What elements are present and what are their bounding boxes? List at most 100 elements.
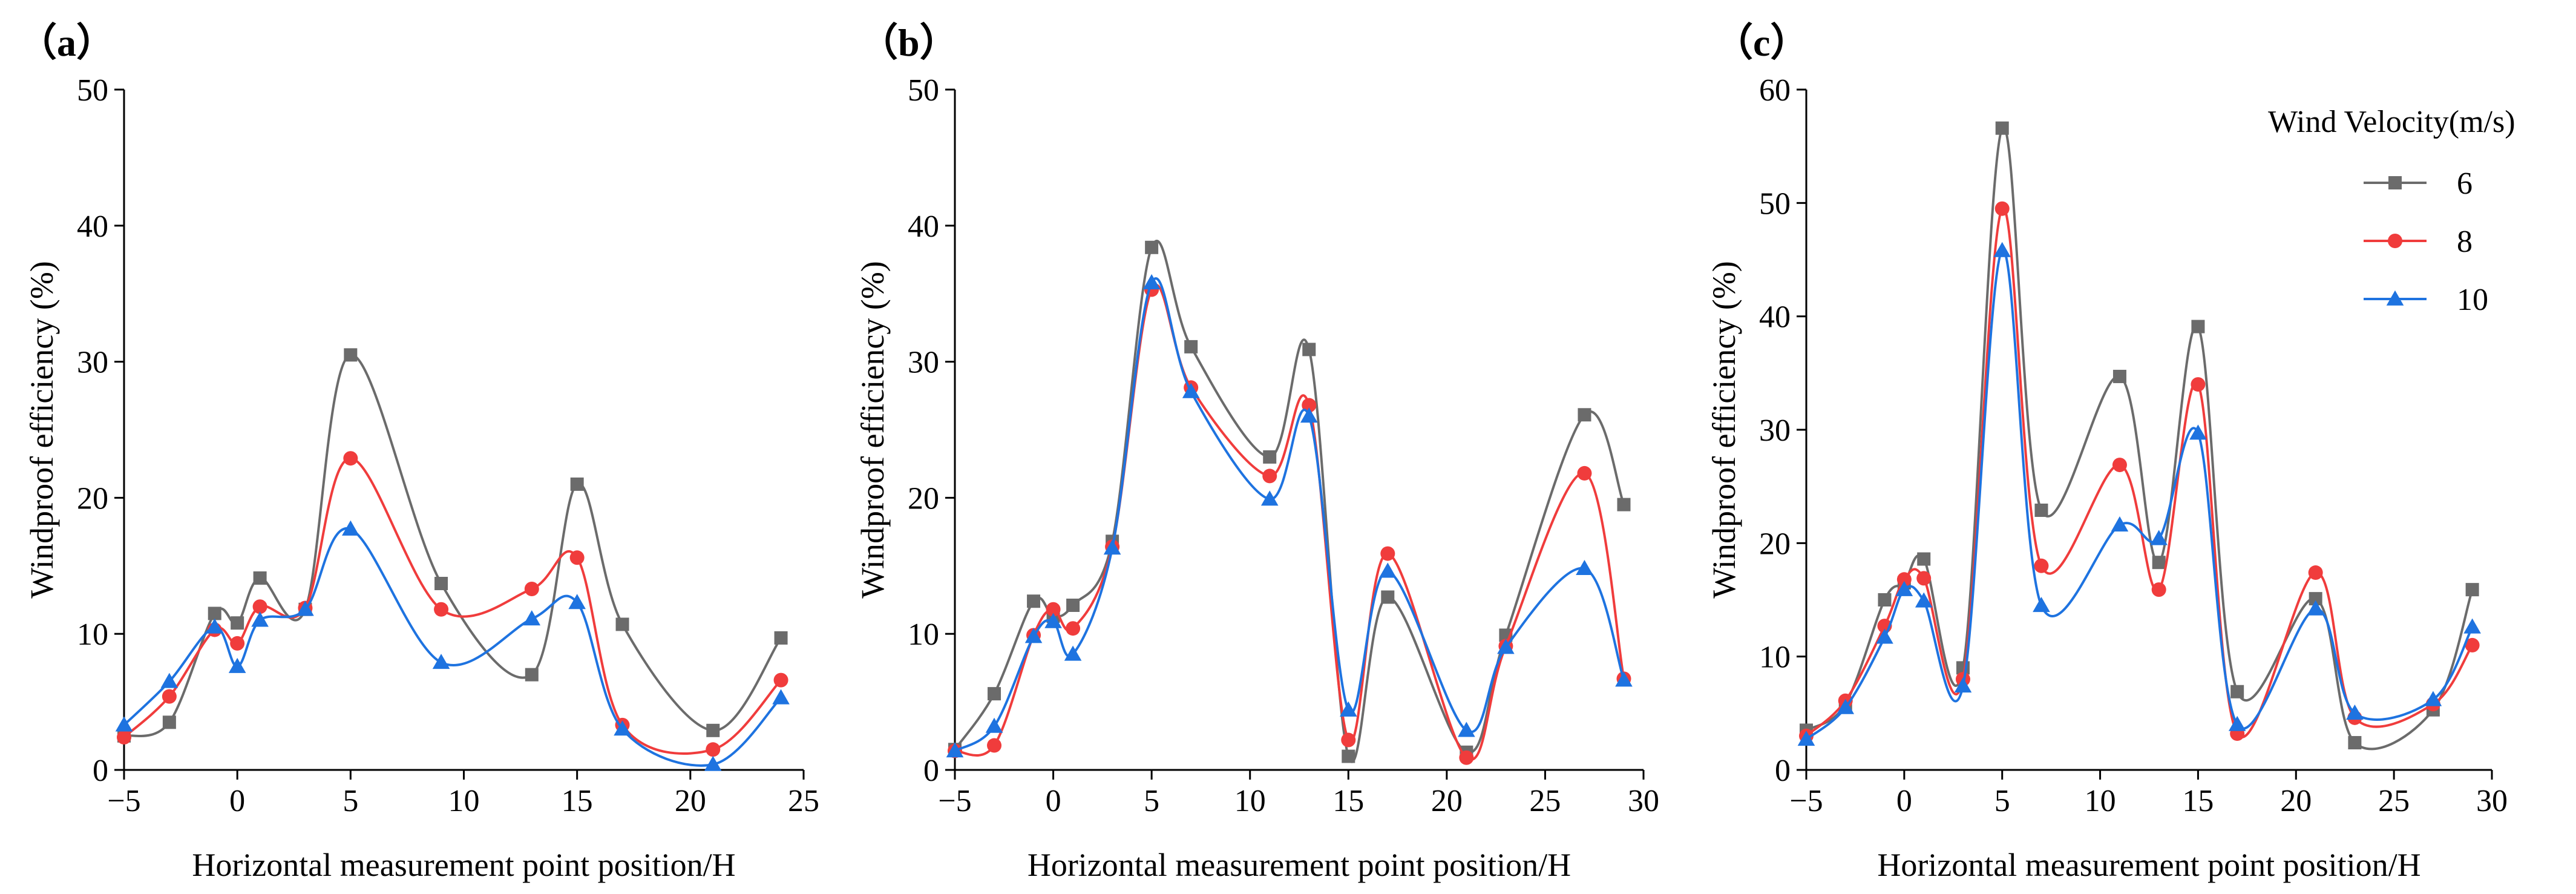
- x-tick-label: −5: [107, 784, 140, 818]
- data-point: [568, 594, 586, 610]
- data-point: [1145, 240, 1159, 254]
- data-point: [615, 617, 629, 631]
- data-point: [432, 654, 450, 669]
- x-axis-title: Horizontal measurement point position/H: [1027, 847, 1571, 883]
- data-point: [1994, 201, 2010, 216]
- data-point: [1993, 242, 2011, 257]
- data-point: [2034, 504, 2048, 518]
- y-tick-label: 60: [1759, 73, 1791, 108]
- data-point: [1260, 490, 1279, 506]
- data-point: [1184, 340, 1198, 353]
- y-tick-label: 10: [1759, 640, 1791, 675]
- data-point: [704, 755, 722, 771]
- data-point: [1895, 580, 1913, 596]
- data-point: [343, 451, 358, 466]
- y-tick-label: 0: [923, 754, 939, 788]
- data-point: [1876, 628, 1893, 644]
- x-tick-label: 10: [448, 784, 480, 818]
- data-point: [2348, 736, 2362, 750]
- data-point: [2230, 685, 2244, 698]
- data-point: [988, 687, 1001, 701]
- x-tick-label: 10: [2085, 784, 2116, 818]
- x-tick-label: 15: [2182, 784, 2214, 818]
- series-8: [948, 282, 1631, 765]
- data-point: [706, 742, 721, 757]
- panel-label: （a）: [18, 21, 115, 64]
- data-point: [1066, 598, 1080, 612]
- data-point: [2308, 565, 2323, 580]
- x-tick-label: 30: [2476, 784, 2508, 818]
- data-point: [946, 742, 964, 758]
- data-point: [1066, 621, 1081, 636]
- legend-item-8: 8: [2364, 225, 2473, 259]
- data-point: [2191, 377, 2206, 392]
- legend-marker: [2388, 234, 2402, 248]
- data-point: [1615, 671, 1633, 687]
- series-line: [954, 240, 1625, 763]
- series-line: [123, 527, 782, 767]
- data-point: [434, 602, 449, 617]
- y-tick-label: 50: [908, 73, 939, 108]
- y-tick-label: 30: [1759, 413, 1791, 448]
- y-tick-label: 50: [77, 73, 108, 108]
- data-point: [1341, 732, 1356, 748]
- data-point: [208, 606, 221, 620]
- data-point: [987, 738, 1002, 753]
- data-point: [2307, 600, 2324, 616]
- x-tick-label: 5: [342, 784, 358, 818]
- data-point: [1878, 593, 1892, 606]
- data-point: [774, 631, 788, 645]
- data-point: [160, 672, 179, 688]
- data-point: [434, 577, 448, 591]
- x-tick-label: 25: [1529, 784, 1561, 818]
- data-point: [1263, 450, 1277, 464]
- data-point: [524, 582, 539, 597]
- data-point: [2465, 583, 2479, 597]
- data-point: [2112, 369, 2126, 383]
- y-tick-label: 30: [77, 346, 108, 380]
- series-6: [1800, 121, 2479, 751]
- data-point: [1342, 749, 1355, 763]
- x-tick-label: 20: [2280, 784, 2312, 818]
- y-tick-label: 0: [1775, 754, 1791, 788]
- data-point: [1954, 677, 1972, 693]
- data-point: [1381, 590, 1395, 604]
- data-point: [1182, 383, 1200, 398]
- x-tick-label: 10: [1234, 784, 1266, 818]
- data-point: [2150, 530, 2168, 545]
- series-line: [123, 353, 782, 737]
- data-point: [1459, 750, 1474, 765]
- x-tick-label: 30: [1628, 784, 1659, 818]
- legend-label: 6: [2457, 166, 2473, 201]
- data-point: [1142, 274, 1161, 289]
- data-point: [1379, 562, 1397, 578]
- data-point: [231, 616, 244, 630]
- data-point: [706, 723, 720, 737]
- data-point: [2152, 556, 2166, 570]
- data-point: [1300, 407, 1318, 423]
- x-tick-label: 0: [1046, 784, 1061, 818]
- x-tick-label: 5: [1144, 784, 1159, 818]
- data-point: [1896, 572, 1912, 587]
- panel-c: （c）−5 0 5 10 15 20 25 300102030405060Horizontal…: [1706, 21, 2508, 883]
- x-tick-label: 15: [1332, 784, 1364, 818]
- y-axis-title: Windproof efficiency (%): [1706, 261, 1742, 599]
- x-tick-label: 25: [2378, 784, 2410, 818]
- data-point: [251, 611, 269, 627]
- data-point: [1302, 343, 1316, 357]
- legend-marker: [2386, 290, 2404, 306]
- data-point: [569, 550, 585, 565]
- y-axis-title: Windproof efficiency (%): [854, 261, 891, 599]
- x-tick-label: 15: [562, 784, 593, 818]
- legend-label: 8: [2457, 225, 2473, 259]
- data-point: [297, 600, 314, 616]
- x-tick-label: 0: [229, 784, 245, 818]
- y-tick-label: 40: [1759, 300, 1791, 335]
- series-8: [1799, 201, 2480, 743]
- data-point: [1915, 592, 1933, 608]
- data-point: [1024, 628, 1043, 643]
- data-point: [773, 672, 788, 688]
- data-point: [1837, 698, 1855, 714]
